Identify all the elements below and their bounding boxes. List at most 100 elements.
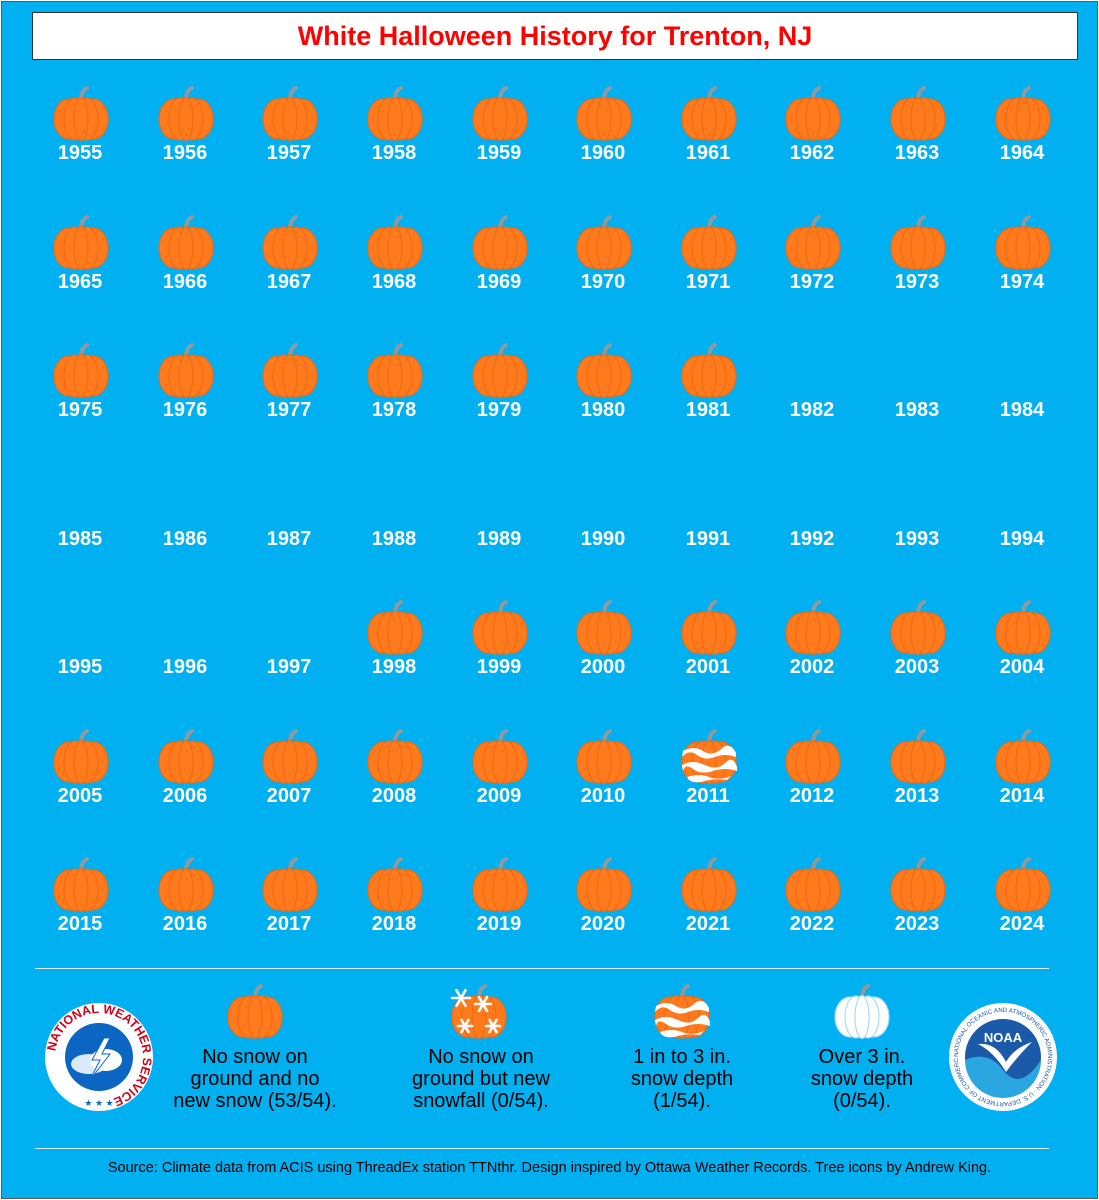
year-label: 1957 [266, 142, 312, 164]
year-cell-1968: 1968 [344, 211, 444, 321]
year-cell-2002: 2002 [762, 596, 862, 706]
year-label: 2024 [999, 913, 1045, 935]
year-cell-1983: 1983 [867, 339, 967, 449]
year-label: 2008 [371, 785, 417, 807]
year-label: 2018 [371, 913, 417, 935]
year-cell-2006: 2006 [135, 725, 235, 835]
year-label: 1968 [371, 271, 417, 293]
pumpkin-icon [574, 729, 634, 785]
pumpkin-icon [260, 343, 320, 399]
year-label: 2012 [789, 785, 835, 807]
year-label: 1998 [371, 656, 417, 678]
pumpkin-icon [156, 215, 216, 271]
year-cell-2023: 2023 [867, 853, 967, 963]
white-pumpkin-icon [832, 984, 892, 1040]
pumpkin-icon [993, 857, 1053, 913]
pumpkin-icon [260, 729, 320, 785]
year-label: 1980 [580, 399, 626, 421]
pumpkin-icon [260, 215, 320, 271]
pumpkin-icon [993, 86, 1053, 142]
year-cell-1991: 1991 [658, 468, 758, 578]
year-cell-1977: 1977 [239, 339, 339, 449]
year-label: 2007 [266, 785, 312, 807]
year-cell-1978: 1978 [344, 339, 444, 449]
year-cell-1982: 1982 [762, 339, 862, 449]
year-cell-1981: 1981 [658, 339, 758, 449]
pumpkin-icon [470, 857, 530, 913]
year-label: 1981 [685, 399, 731, 421]
pumpkin-icon [51, 343, 111, 399]
year-cell-2017: 2017 [239, 853, 339, 963]
year-cell-1976: 1976 [135, 339, 235, 449]
pumpkin-icon [156, 729, 216, 785]
year-label: 1987 [266, 528, 312, 550]
year-label: 2005 [57, 785, 103, 807]
year-cell-2024: 2024 [972, 853, 1072, 963]
year-label: 1997 [266, 656, 312, 678]
pumpkin-icon [888, 857, 948, 913]
pumpkin-icon [156, 86, 216, 142]
year-label: 1979 [476, 399, 522, 421]
year-cell-2013: 2013 [867, 725, 967, 835]
pumpkin-icon [888, 600, 948, 656]
year-cell-1973: 1973 [867, 211, 967, 321]
year-cell-1970: 1970 [553, 211, 653, 321]
year-label: 2009 [476, 785, 522, 807]
legend-item-none: No snow on ground and no new snow (53/54). [140, 982, 370, 1132]
legend-label-none: No snow on ground and no new snow (53/54). [173, 1046, 337, 1112]
pumpkin-icon [470, 600, 530, 656]
year-cell-1962: 1962 [762, 82, 862, 192]
pumpkin-icon [888, 215, 948, 271]
pumpkin-icon [365, 86, 425, 142]
year-cell-2012: 2012 [762, 725, 862, 835]
year-label: 1999 [476, 656, 522, 678]
pumpkin-icon [783, 857, 843, 913]
pumpkin-icon [365, 857, 425, 913]
year-cell-1980: 1980 [553, 339, 653, 449]
legend-item-depth-over-3: Over 3 in. snow depth (0/54). [747, 982, 977, 1132]
year-cell-2005: 2005 [30, 725, 130, 835]
year-label: 1956 [162, 142, 208, 164]
year-label: 2000 [580, 656, 626, 678]
year-cell-1956: 1956 [135, 82, 235, 192]
year-label: 1974 [999, 271, 1045, 293]
year-cell-1985: 1985 [30, 468, 130, 578]
year-label: 1990 [580, 528, 626, 550]
year-label: 1955 [57, 142, 103, 164]
year-label: 1972 [789, 271, 835, 293]
year-cell-2004: 2004 [972, 596, 1072, 706]
year-cell-1959: 1959 [449, 82, 549, 192]
year-label: 1996 [162, 656, 208, 678]
year-cell-1975: 1975 [30, 339, 130, 449]
year-label: 1962 [789, 142, 835, 164]
year-cell-2019: 2019 [449, 853, 549, 963]
year-cell-2010: 2010 [553, 725, 653, 835]
year-cell-1972: 1972 [762, 211, 862, 321]
year-cell-1964: 1964 [972, 82, 1072, 192]
year-cell-2011: 2011 [658, 725, 758, 835]
nws-logo-icon: NATIONAL WEATHER SERVICE ★ ★ ★ [44, 1002, 154, 1111]
year-grid: 1955 1956 1957 1958 1959 1960 1961 1962 1963 1964… [2, 2, 1097, 962]
year-label: 2006 [162, 785, 208, 807]
pumpkin-icon [993, 729, 1053, 785]
year-cell-1989: 1989 [449, 468, 549, 578]
source-note: Source: Climate data from ACIS using Thr… [107, 1160, 992, 1176]
striped-pumpkin-icon [679, 729, 739, 785]
pumpkin-icon [156, 343, 216, 399]
year-cell-2015: 2015 [30, 853, 130, 963]
year-cell-1998: 1998 [344, 596, 444, 706]
year-cell-1963: 1963 [867, 82, 967, 192]
divider-bottom [35, 1148, 1049, 1149]
pumpkin-icon [574, 215, 634, 271]
year-label: 2003 [894, 656, 940, 678]
year-cell-1960: 1960 [553, 82, 653, 192]
year-cell-1993: 1993 [867, 468, 967, 578]
year-cell-1988: 1988 [344, 468, 444, 578]
pumpkin-icon [365, 600, 425, 656]
year-cell-2018: 2018 [344, 853, 444, 963]
year-cell-1994: 1994 [972, 468, 1072, 578]
year-label: 1992 [789, 528, 835, 550]
year-cell-2009: 2009 [449, 725, 549, 835]
year-cell-1997: 1997 [239, 596, 339, 706]
